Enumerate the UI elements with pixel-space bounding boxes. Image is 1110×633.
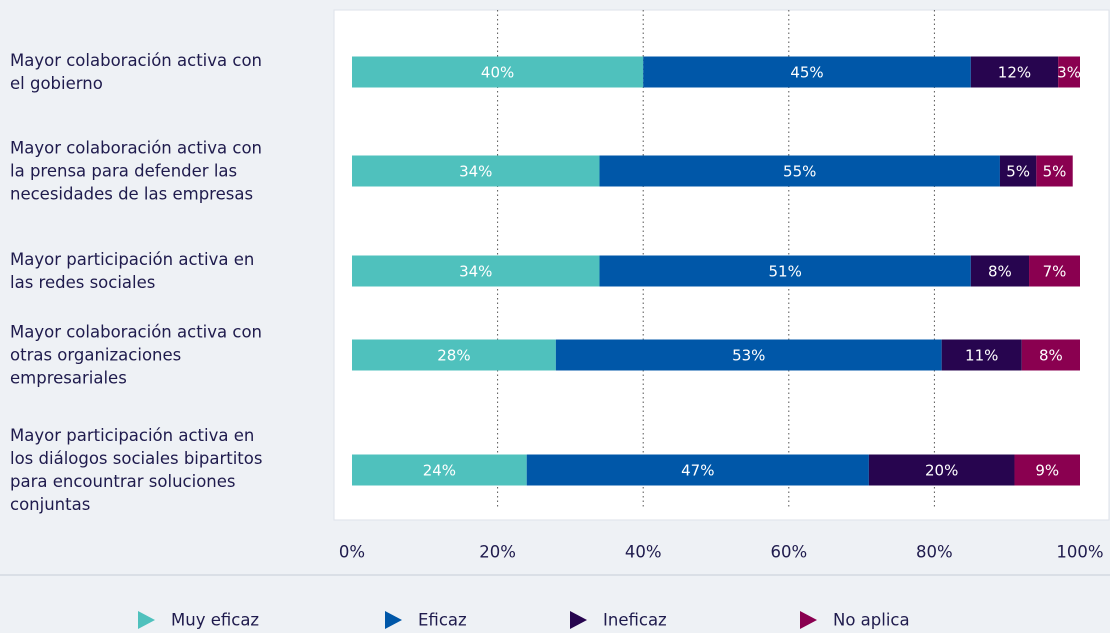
bar-segment (352, 339, 556, 371)
legend-label: No aplica (833, 611, 910, 630)
bar-segment (941, 339, 1022, 371)
bar-segment (352, 155, 600, 187)
data-label: 9% (1035, 462, 1059, 480)
data-label: 8% (1039, 347, 1063, 365)
data-label: 47% (681, 462, 714, 480)
bar-segment (555, 339, 942, 371)
bar-segment (970, 56, 1059, 88)
data-label: 28% (437, 347, 470, 365)
data-label: 3% (1057, 64, 1081, 82)
x-tick-label: 20% (479, 543, 516, 562)
data-label: 40% (481, 64, 514, 82)
data-label: 5% (1043, 163, 1067, 181)
bar-segment (970, 255, 1030, 287)
category-label: Mayor colaboración activa con otras orga… (10, 322, 262, 388)
data-label: 5% (1006, 163, 1030, 181)
data-label: 11% (965, 347, 998, 365)
data-label: 7% (1043, 263, 1067, 281)
legend-label: Muy eficaz (171, 611, 259, 630)
x-tick-label: 60% (770, 543, 807, 562)
category-label: Mayor colaboración activa con el gobiern… (10, 51, 262, 93)
bar-segment (1014, 454, 1080, 486)
bar-segment (352, 454, 527, 486)
bar-segment (1029, 255, 1080, 287)
bar-segment (999, 155, 1037, 187)
x-tick-label: 40% (625, 543, 662, 562)
data-label: 55% (783, 163, 816, 181)
x-tick-label: 0% (339, 543, 365, 562)
x-tick-label: 80% (916, 543, 953, 562)
data-label: 20% (925, 462, 958, 480)
data-label: 34% (459, 163, 492, 181)
bar-segment (1036, 155, 1073, 187)
bar-segment (352, 255, 600, 287)
x-tick-label: 100% (1056, 543, 1103, 562)
legend-label: Ineficaz (603, 611, 667, 630)
bar-segment (868, 454, 1015, 486)
bar-segment (599, 255, 971, 287)
bar-segment (1058, 56, 1080, 88)
data-label: 53% (732, 347, 765, 365)
category-label: Mayor participación activa en las redes … (10, 250, 255, 292)
legend-marker (385, 611, 402, 629)
bar-segment (526, 454, 869, 486)
bar-segment (599, 155, 1000, 187)
legend-label: Eficaz (418, 611, 467, 630)
data-label: 51% (768, 263, 801, 281)
bar-segment (643, 56, 971, 88)
category-label: Mayor colaboración activa con la prensa … (10, 138, 262, 204)
data-label: 12% (998, 64, 1031, 82)
legend-marker (570, 611, 587, 629)
bar-segment (1021, 339, 1080, 371)
data-label: 8% (988, 263, 1012, 281)
bar-segment (352, 56, 644, 88)
data-label: 24% (423, 462, 456, 480)
legend-marker (800, 611, 817, 629)
legend-marker (138, 611, 155, 629)
data-label: 45% (790, 64, 823, 82)
data-label: 34% (459, 263, 492, 281)
category-label: Mayor participación activa en los diálog… (10, 426, 263, 514)
